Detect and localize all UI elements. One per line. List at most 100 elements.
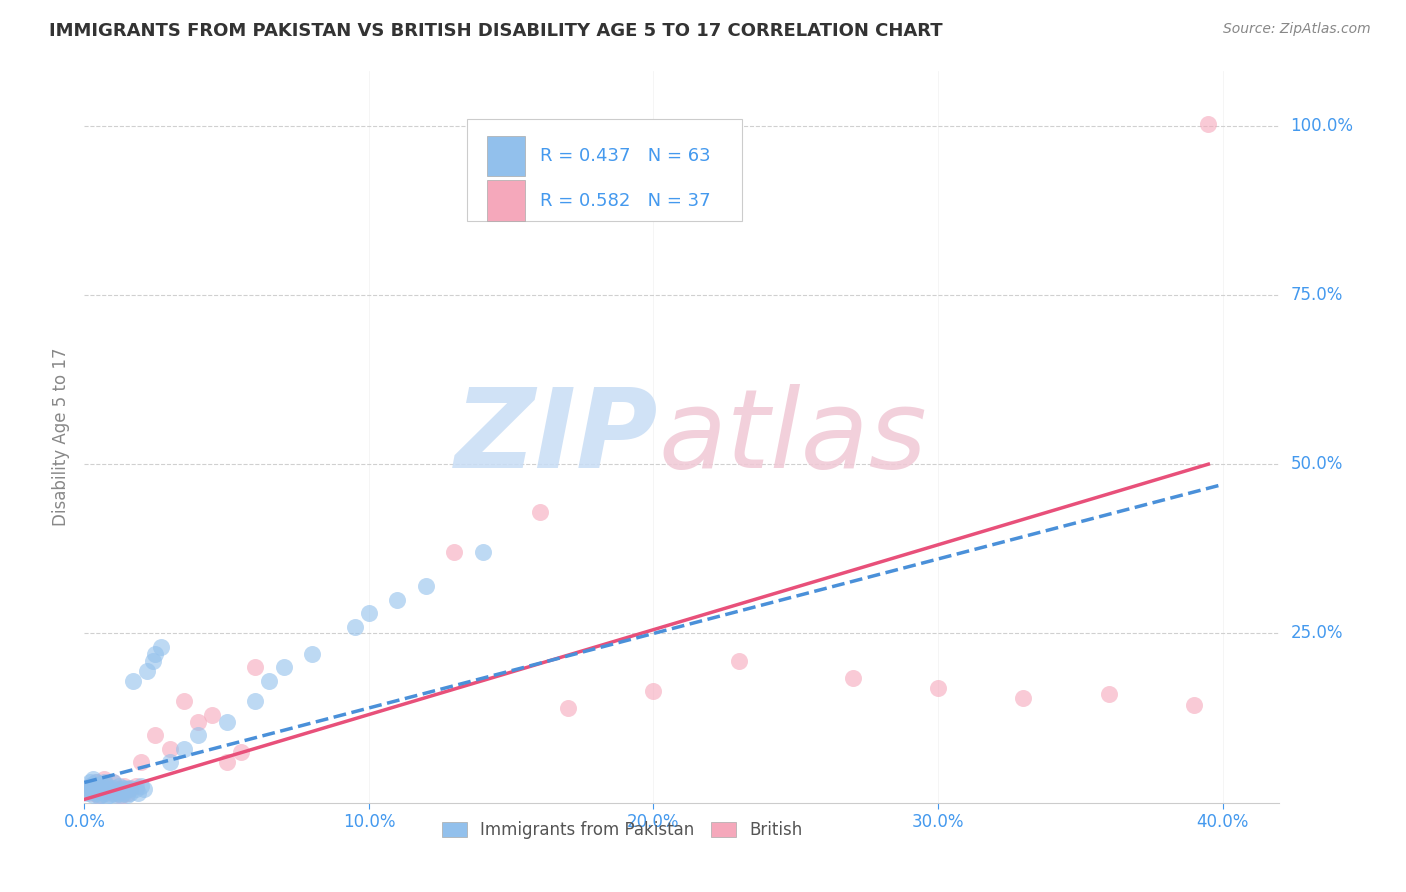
Point [357, 606, 380, 620]
Point [136, 664, 159, 678]
Point [82, 788, 104, 802]
Text: R = 0.437   N = 63: R = 0.437 N = 63 [540, 147, 710, 165]
Point [159, 741, 181, 756]
Point [557, 701, 579, 715]
Point [96, 783, 118, 797]
Point [1197, 117, 1219, 131]
Point [110, 789, 132, 803]
Point [84, 786, 107, 800]
Point [243, 660, 266, 674]
Point [115, 782, 138, 797]
Point [145, 728, 167, 742]
Point [98, 782, 121, 797]
Point [90, 782, 112, 797]
Text: 100.0%: 100.0% [1291, 117, 1354, 135]
Point [101, 780, 124, 795]
Point [243, 694, 266, 708]
Point [93, 780, 115, 795]
Point [129, 755, 152, 769]
Point [96, 789, 118, 803]
Point [82, 772, 104, 786]
Point [142, 654, 165, 668]
Point [159, 755, 181, 769]
Text: atlas: atlas [658, 384, 927, 491]
Point [150, 640, 173, 654]
Point [1012, 690, 1035, 705]
Point [79, 779, 101, 793]
Legend: Immigrants from Pakistan, British: Immigrants from Pakistan, British [434, 814, 810, 846]
Point [104, 788, 127, 802]
Point [98, 788, 121, 802]
Text: IMMIGRANTS FROM PAKISTAN VS BRITISH DISABILITY AGE 5 TO 17 CORRELATION CHART: IMMIGRANTS FROM PAKISTAN VS BRITISH DISA… [49, 22, 943, 40]
Point [93, 786, 115, 800]
Point [96, 779, 118, 793]
Point [110, 788, 132, 802]
Point [107, 786, 129, 800]
Text: 25.0%: 25.0% [1291, 624, 1343, 642]
Point [79, 779, 101, 793]
Point [87, 783, 110, 797]
Point [127, 786, 149, 800]
Text: 75.0%: 75.0% [1291, 285, 1343, 304]
Point [104, 783, 127, 797]
Text: Source: ZipAtlas.com: Source: ZipAtlas.com [1223, 22, 1371, 37]
Point [443, 545, 465, 559]
Point [84, 775, 107, 789]
Point [79, 783, 101, 797]
Point [415, 579, 437, 593]
Point [107, 782, 129, 797]
Point [107, 779, 129, 793]
Point [93, 775, 115, 789]
Point [82, 777, 104, 791]
Point [132, 782, 156, 797]
Point [215, 714, 238, 729]
Point [471, 545, 494, 559]
Point [187, 728, 209, 742]
Point [110, 782, 132, 797]
Point [529, 505, 551, 519]
Point [90, 779, 112, 793]
Point [112, 786, 135, 800]
Point [104, 786, 127, 800]
FancyBboxPatch shape [467, 119, 742, 221]
Point [124, 782, 146, 797]
Point [101, 786, 124, 800]
Point [115, 786, 138, 800]
Point [201, 707, 224, 722]
Point [841, 671, 863, 685]
Point [98, 782, 121, 797]
Point [215, 755, 238, 769]
Point [82, 786, 104, 800]
Point [87, 789, 110, 803]
Point [643, 684, 665, 698]
Point [129, 779, 152, 793]
Text: R = 0.582   N = 37: R = 0.582 N = 37 [540, 192, 710, 210]
Point [76, 780, 98, 795]
Point [387, 592, 409, 607]
Point [84, 780, 107, 795]
FancyBboxPatch shape [486, 180, 526, 220]
Point [118, 786, 141, 800]
Point [727, 654, 749, 668]
Point [927, 681, 949, 695]
Point [96, 786, 118, 800]
Point [118, 780, 141, 795]
Point [173, 694, 195, 708]
Point [115, 788, 138, 802]
Point [84, 775, 107, 789]
Point [187, 714, 209, 729]
Y-axis label: Disability Age 5 to 17: Disability Age 5 to 17 [52, 348, 70, 526]
Point [118, 782, 141, 797]
Point [112, 779, 135, 793]
Point [90, 777, 112, 791]
FancyBboxPatch shape [486, 136, 526, 176]
Point [82, 782, 104, 797]
Point [87, 779, 110, 793]
Point [273, 660, 295, 674]
Point [76, 782, 98, 797]
Point [1098, 688, 1121, 702]
Point [124, 779, 146, 793]
Point [101, 775, 124, 789]
Point [145, 647, 167, 661]
Point [79, 775, 101, 789]
